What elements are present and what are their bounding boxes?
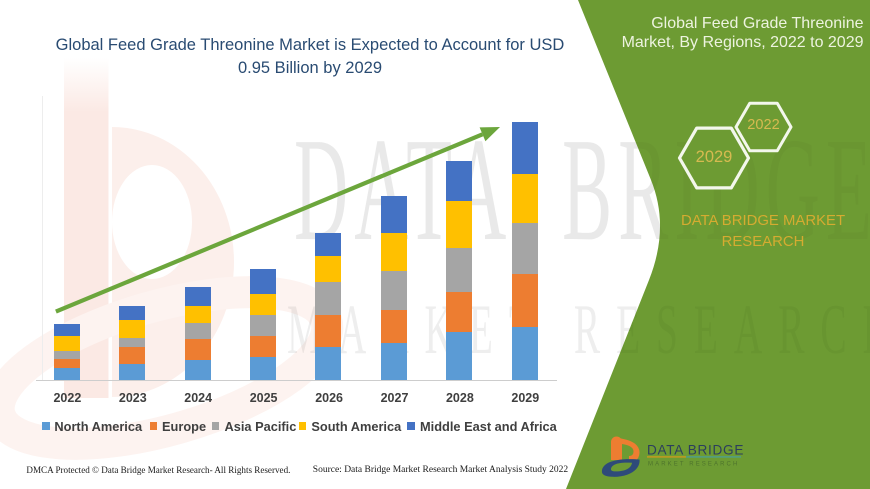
svg-text:MARKET RESEARCH: MARKET RESEARCH <box>648 462 739 468</box>
svg-text:DATA BRIDGE: DATA BRIDGE <box>647 443 744 458</box>
svg-text:2022: 2022 <box>747 117 779 133</box>
svg-text:2029: 2029 <box>696 148 733 166</box>
